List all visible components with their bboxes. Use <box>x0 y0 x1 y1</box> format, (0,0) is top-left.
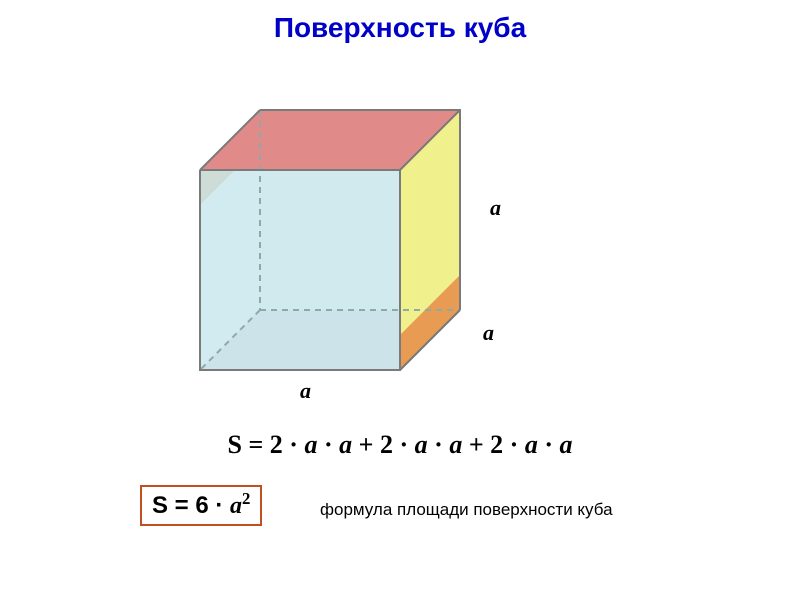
label-a-right-lower: a <box>483 320 494 346</box>
formula-boxed-var: a <box>230 493 242 519</box>
slide: Поверхность куба <box>0 0 800 600</box>
formula-boxed-prefix: S = 6 · <box>152 492 230 519</box>
formula-caption: формула площади поверхности куба <box>320 500 613 520</box>
label-a-right-upper: a <box>490 195 501 221</box>
page-title: Поверхность куба <box>0 12 800 44</box>
formula-boxed-exp: 2 <box>242 489 250 508</box>
label-a-bottom: a <box>300 378 311 404</box>
cube-front-face <box>200 170 400 370</box>
cube-diagram <box>190 90 470 390</box>
formula-boxed: S = 6 · a2 <box>140 485 262 526</box>
cube-svg <box>190 90 470 390</box>
formula-expanded-text: S = 2 · a · a + 2 · a · a + 2 · a · a <box>228 430 573 459</box>
formula-expanded: S = 2 · a · a + 2 · a · a + 2 · a · a <box>0 430 800 460</box>
